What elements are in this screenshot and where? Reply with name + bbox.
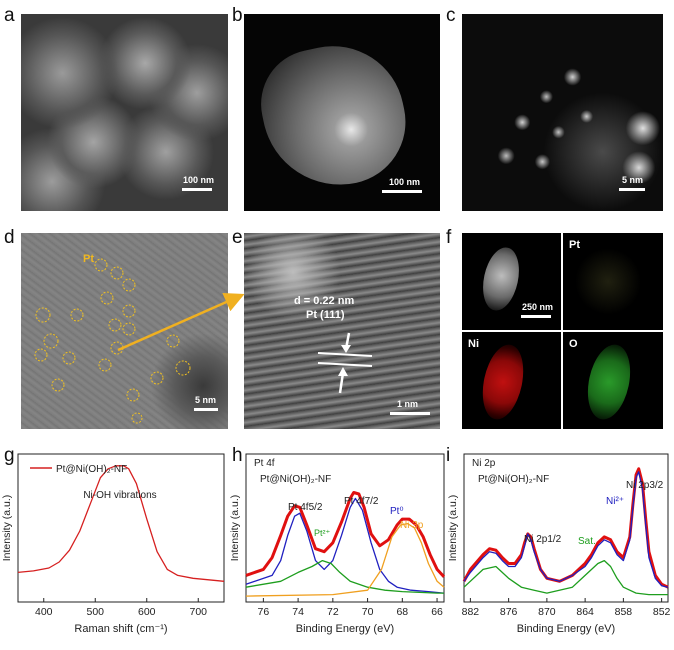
ni-distribution (476, 340, 530, 424)
series-line-experimental (462, 467, 669, 589)
panel-label-b: b (232, 5, 243, 26)
hrtem-image-panel: d = 0.22 nm Pt (111) 1 nm (244, 233, 440, 429)
haadf-image-panel: 5 nm (462, 14, 663, 211)
series-line-fit (463, 471, 669, 588)
panel-label-c: c (446, 5, 456, 26)
pt-annotation: Pt (83, 253, 94, 265)
eds-o-map: O (563, 332, 663, 429)
scale-bar (182, 188, 212, 191)
scale-bar-label: 5 nm (194, 395, 216, 405)
scale-bar (390, 412, 430, 415)
nanosheet-particle (250, 32, 418, 200)
lattice-plane-annotation: Pt (111) (306, 309, 345, 321)
peak-label: Ni 2p1/2 (524, 534, 562, 545)
peak-label-pt0: Pt⁰ (390, 506, 403, 517)
peak-label-ni3p: Ni 3p (400, 520, 424, 531)
chart-title: Ni 2p (472, 458, 496, 469)
x-tick-label: 70 (362, 606, 374, 618)
x-tick-label: 858 (615, 606, 633, 618)
o-distribution (581, 340, 637, 424)
eds-mapping-panel: 250 nm Pt Ni O (462, 233, 663, 429)
peak-label: Ni 2p3/2 (626, 480, 664, 491)
x-tick-label: 72 (327, 606, 339, 618)
x-tick-label: 68 (396, 606, 408, 618)
x-tick-label: 882 (462, 606, 480, 618)
peak-label-pt2: Pt²⁺ (314, 528, 331, 538)
scale-bar (619, 188, 645, 191)
x-tick-label: 700 (189, 606, 207, 618)
scale-bar (521, 315, 551, 318)
lattice-fringe-markers (317, 332, 373, 394)
y-axis-label: Intensity (a.u.) (229, 495, 241, 562)
scale-bar (382, 190, 422, 193)
x-tick-label: 876 (500, 606, 518, 618)
x-axis-label: Binding Energy (eV) (517, 623, 615, 635)
eds-ni-map: Ni (462, 332, 561, 429)
x-tick-label: 400 (35, 606, 53, 618)
stem-image-panel: 100 nm (244, 14, 440, 211)
map-label-ni: Ni (468, 338, 479, 350)
plot-frame (245, 453, 445, 603)
peak-label-sat: Sat. (578, 536, 596, 547)
peak-annotation: Ni-OH vibrations (83, 490, 156, 501)
peak-label-ni2: Ni²⁺ (606, 496, 624, 507)
y-axis-label: Intensity (a.u.) (447, 495, 459, 562)
panel-label-a: a (4, 5, 15, 26)
panel-label-d: d (4, 227, 15, 248)
x-tick-label: 864 (576, 606, 594, 618)
scale-bar (194, 408, 218, 411)
ni2p-xps-chart: 882 876 870 864 858 852 Binding Energy (eV) Int… (447, 453, 671, 635)
legend-entry: Pt@Ni(OH)₂-NF (260, 474, 331, 485)
x-tick-label: 74 (292, 606, 304, 618)
series-line-sat- (463, 559, 668, 596)
x-tick-label: 66 (431, 606, 443, 618)
scale-bar-label: 100 nm (182, 175, 214, 185)
scale-bar-label: 100 nm (388, 177, 420, 187)
series-line-raman (17, 465, 225, 582)
series-line-experimental (245, 491, 446, 578)
series-line-pt2- (245, 559, 444, 594)
x-tick-label: 600 (138, 606, 156, 618)
x-tick-label: 500 (86, 606, 104, 618)
legend-entry: Pt@Ni(OH)₂-NF (478, 474, 549, 485)
sem-image-panel: 100 nm (21, 14, 228, 211)
x-tick-label: 76 (258, 606, 270, 618)
pt4f-xps-chart: 76 74 72 70 68 66 Binding Energy (eV) Intensity… (229, 453, 446, 635)
map-label-o: O (569, 338, 578, 350)
scale-bar-label: 5 nm (621, 175, 643, 185)
scale-bar-label: 1 nm (396, 399, 418, 409)
plot-frame (17, 453, 225, 603)
series-line-ni-3p (245, 522, 445, 597)
scale-bar-label: 250 nm (521, 302, 553, 312)
panel-label-g: g (4, 445, 15, 466)
particle-haadf (477, 244, 525, 314)
peak-label: Pt 4f7/2 (344, 496, 379, 507)
panel-label-h: h (232, 445, 243, 466)
plot-frame (463, 453, 669, 603)
x-axis-label: Binding Energy (eV) (296, 623, 394, 635)
peak-label: Pt 4f5/2 (288, 502, 323, 513)
y-axis-label: Intensity (a.u.) (1, 495, 13, 562)
raman-spectrum-chart: 400 500 600 700 Raman shift (cm⁻¹) Intensity … (1, 453, 225, 635)
legend-entry: Pt@Ni(OH)₂-NF (56, 464, 127, 475)
panel-label-i: i (446, 445, 451, 466)
series-line-pt0 (245, 497, 445, 594)
x-tick-label: 852 (653, 606, 671, 618)
eds-pt-map: Pt (563, 233, 663, 330)
panel-label-e: e (232, 227, 243, 248)
map-label-pt: Pt (569, 239, 580, 251)
x-axis-label: Raman shift (cm⁻¹) (74, 623, 167, 635)
pt-nanoparticle-circles (34, 258, 191, 424)
x-tick-label: 870 (538, 606, 556, 618)
tem-image-panel: Pt 5 nm (21, 233, 228, 429)
lattice-spacing-annotation: d = 0.22 nm (294, 295, 355, 307)
panel-label-f: f (446, 227, 452, 248)
chart-title: Pt 4f (254, 458, 275, 469)
eds-haadf-map: 250 nm (462, 233, 561, 330)
